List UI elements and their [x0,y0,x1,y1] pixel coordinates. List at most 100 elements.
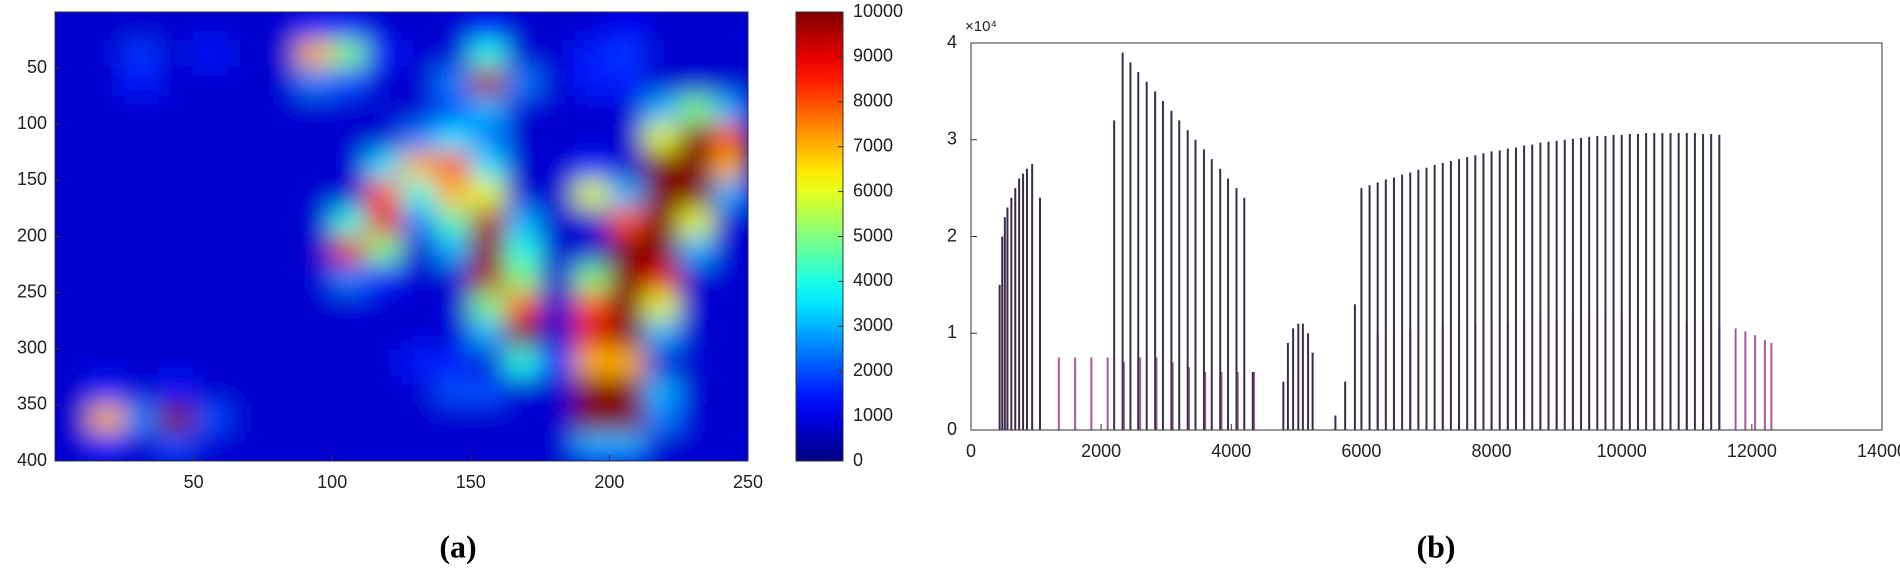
heatmap-cell [331,95,368,125]
heatmap-cell [297,264,333,294]
heatmap-cell [227,292,264,322]
heatmap-cell [262,404,299,434]
heatmap-cell [262,39,299,69]
heatmap-cell [227,207,264,237]
heatmap-cell [193,376,229,406]
heatmap-cell [401,179,437,209]
heatmap-cell [297,376,333,406]
heatmap-cell [678,404,714,434]
heatmap-cell [678,236,714,266]
heatmap-cell [401,67,437,97]
heatmap-cell [123,67,160,97]
heatmap-cell [262,151,299,181]
heatmap-cell [678,95,714,125]
colorbar-tick-label: 7000 [853,135,893,155]
heatmap-cell [643,151,680,181]
heatmap-cell [123,320,160,350]
heatmap-cell [539,95,576,125]
heatmap-cell [435,348,472,378]
colorbar-tick-label: 6000 [853,180,893,200]
heatmap-cell [608,236,645,266]
x-tick-label: 200 [594,472,624,492]
heatmap-cell [89,292,125,322]
heatmap-cell [712,320,748,350]
heatmap-cell [470,432,506,461]
heatmap-cell [608,95,645,125]
heatmap-cell [401,432,437,461]
heatmap-cell [193,348,229,378]
heatmap-cell [643,207,680,237]
heatmap-cell [331,151,368,181]
heatmap-cell [262,123,299,153]
heatmap-cell [678,292,714,322]
heatmap-cell [55,348,91,378]
heatmap-cell [366,179,402,209]
heatmap-cell [158,432,195,461]
heatmap-cell [574,179,610,209]
heatmap-cell [574,320,610,350]
heatmap-cell [158,292,195,322]
heatmap-cell [89,179,125,209]
heatmap-cell [435,95,472,125]
heatmap-cell [643,348,680,378]
heatmap-cell [227,432,264,461]
heatmap-cell [262,236,299,266]
heatmap-cell [123,236,160,266]
heatmap-cell [331,123,368,153]
heatmap-cell [678,67,714,97]
heatmap-cell [297,292,333,322]
heatmap-cell [193,264,229,294]
heatmap-cell [539,376,576,406]
heatmap-cell [504,39,541,69]
heatmap-cell [366,376,402,406]
heatmap-cell [401,292,437,322]
heatmap-cell [504,376,541,406]
heatmap-cell [123,292,160,322]
heatmap-cell [678,432,714,461]
heatmap-cell [262,12,299,41]
heatmap-cell [193,432,229,461]
heatmap-cell [712,12,748,41]
heatmap-cells [55,12,748,461]
heatmap-cell [193,320,229,350]
heatmap-cell [712,179,748,209]
heatmap-cell [470,376,506,406]
heatmap-cell [297,432,333,461]
heatmap-cell [366,404,402,434]
heatmap-cell [123,376,160,406]
heatmap-cell [55,179,91,209]
heatmap-cell [608,432,645,461]
y-tick-label: 350 [17,394,47,414]
heatmap-cell [608,39,645,69]
heatmap-cell [678,320,714,350]
heatmap-cell [470,151,506,181]
heatmap-cell [158,179,195,209]
heatmap-cell [297,404,333,434]
heatmap-cell [435,39,472,69]
heatmap-cell [643,292,680,322]
y-tick-label: 250 [17,281,47,301]
heatmap-cell [678,264,714,294]
heatmap-cell [643,432,680,461]
heatmap-cell [89,207,125,237]
heatmap-cell [608,207,645,237]
x-tick-label: 250 [733,472,763,492]
heatmap-cell [504,151,541,181]
heatmap-cell [123,179,160,209]
heatmap-cell [504,12,541,41]
heatmap-cell [55,151,91,181]
heatmap-cell [539,151,576,181]
heatmap-cell [297,151,333,181]
heatmap-cell [55,12,91,41]
heatmap-cell [297,320,333,350]
heatmap-cell [193,236,229,266]
heatmap-cell [262,320,299,350]
heatmap-cell [678,179,714,209]
heatmap-cell [643,376,680,406]
heatmap-cell [539,179,576,209]
heatmap-cell [401,320,437,350]
heatmap-cell [158,151,195,181]
heatmap-cell [158,39,195,69]
heatmap-cell [643,67,680,97]
stem-series [998,52,1721,430]
